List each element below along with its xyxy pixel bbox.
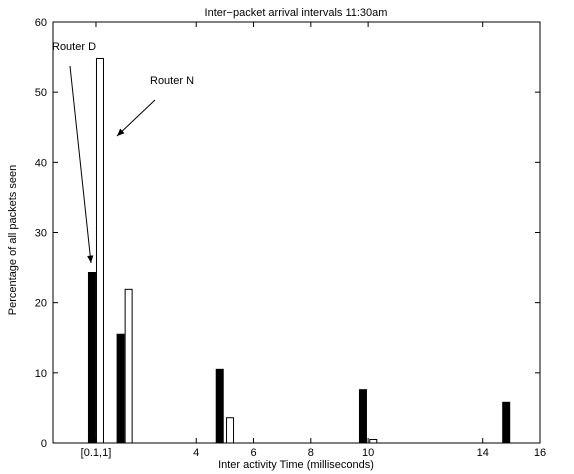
bar-s0-0 xyxy=(87,271,96,444)
x-tick-label-6: 16 xyxy=(534,447,546,459)
arrow-router-d-line xyxy=(69,65,92,264)
bar-s0-2 xyxy=(215,368,224,444)
bar-s0-4 xyxy=(502,401,511,444)
arrow-router-d-head xyxy=(87,255,94,263)
y-tick-label-2: 20 xyxy=(35,298,47,310)
bar-s0-1 xyxy=(116,333,125,444)
annotations-group: Router D Router N xyxy=(52,41,194,264)
bar-s1-0 xyxy=(95,57,104,444)
annotation-router-d: Router D xyxy=(52,41,96,53)
arrow-router-n-line xyxy=(116,99,156,137)
x-tick-label-5: 14 xyxy=(477,447,489,459)
chart-title: Inter−packet arrival intervals 11:30am xyxy=(205,7,388,19)
y-tick-label-5: 50 xyxy=(35,87,47,99)
y-tick-label-1: 10 xyxy=(35,368,47,380)
y-tick-label-6: 60 xyxy=(35,17,47,29)
bar-s0-3 xyxy=(358,389,367,444)
x-tick-label-4: 10 xyxy=(362,447,374,459)
bars-group xyxy=(87,57,511,444)
bar-s1-2 xyxy=(226,417,235,444)
y-axis-label: Percentage of all packets seen xyxy=(7,165,19,315)
bar-s1-3 xyxy=(369,438,378,444)
x-tick-label-2: 6 xyxy=(250,447,256,459)
ticks-group: 0 10 20 30 40 50 60 [0.1,1] 4 6 8 10 14 16 xyxy=(35,17,546,459)
x-axis-label: Inter activity Time (milliseconds) xyxy=(218,459,374,471)
y-tick-label-0: 0 xyxy=(41,438,47,450)
y-tick-label-3: 30 xyxy=(35,228,47,240)
x-tick-label-1: 4 xyxy=(193,447,199,459)
bar-s1-1 xyxy=(124,288,133,444)
annotation-router-n: Router N xyxy=(150,75,194,87)
x-tick-label-3: 8 xyxy=(308,447,314,459)
y-tick-label-4: 40 xyxy=(35,157,47,169)
x-tick-label-0: [0.1,1] xyxy=(81,447,112,459)
arrow-router-n-head xyxy=(117,128,125,136)
